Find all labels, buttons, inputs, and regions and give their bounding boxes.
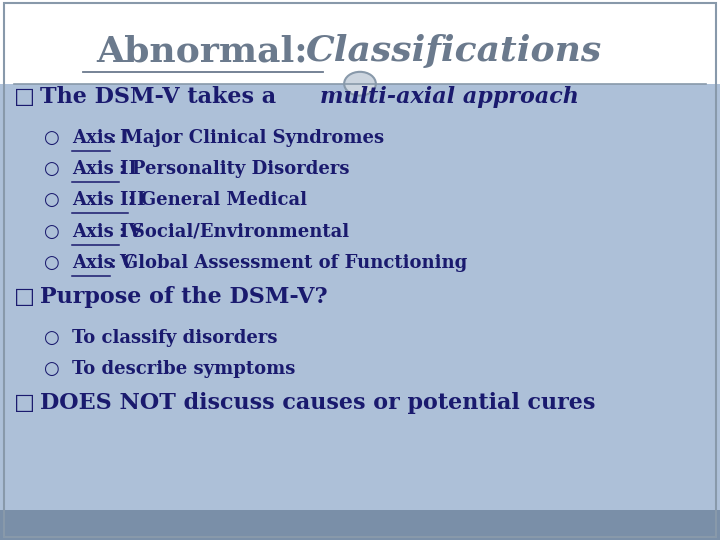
Text: Axis III: Axis III [72, 191, 145, 210]
Text: To classify disorders: To classify disorders [72, 328, 277, 347]
Text: □: □ [14, 86, 35, 108]
Text: Classifications: Classifications [305, 35, 602, 68]
Text: ○: ○ [42, 160, 58, 178]
Text: ○: ○ [42, 360, 58, 378]
Text: ○: ○ [42, 328, 58, 347]
Circle shape [344, 72, 376, 96]
Text: ○: ○ [42, 191, 58, 210]
Text: Axis IV: Axis IV [72, 222, 143, 241]
Text: Purpose of the DSM-V?: Purpose of the DSM-V? [40, 286, 327, 308]
Text: ○: ○ [42, 222, 58, 241]
Text: : Major Clinical Syndromes: : Major Clinical Syndromes [110, 129, 384, 147]
Text: multi-axial approach: multi-axial approach [320, 86, 580, 108]
Text: DOES NOT discuss causes or potential cures: DOES NOT discuss causes or potential cur… [40, 392, 595, 414]
Text: : Social/Environmental: : Social/Environmental [119, 222, 349, 241]
Text: □: □ [14, 286, 35, 308]
Text: To describe symptoms: To describe symptoms [72, 360, 295, 378]
Text: Axis I: Axis I [72, 129, 128, 147]
Text: The DSM-V takes a: The DSM-V takes a [40, 86, 284, 108]
Text: Axis II: Axis II [72, 160, 137, 178]
Text: : General Medical: : General Medical [128, 191, 307, 210]
Text: ○: ○ [42, 254, 58, 272]
Text: ○: ○ [42, 129, 58, 147]
Text: : Global Assessment of Functioning: : Global Assessment of Functioning [110, 254, 467, 272]
Text: Abnormal:: Abnormal: [96, 35, 307, 68]
Text: □: □ [14, 392, 35, 414]
Text: : Personality Disorders: : Personality Disorders [119, 160, 349, 178]
Text: Axis V: Axis V [72, 254, 134, 272]
